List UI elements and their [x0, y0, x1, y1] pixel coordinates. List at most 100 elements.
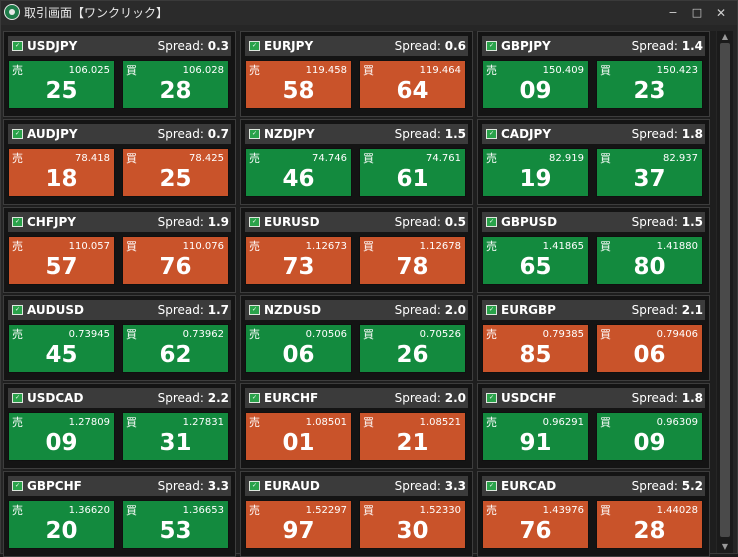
buy-price: 0.73962 [182, 329, 224, 340]
sell-label: 売 [486, 328, 497, 341]
buy-button[interactable]: 買 1.08521 21 [359, 412, 466, 461]
panel-header: ✓ USDCAD Spread: 2.2 [8, 388, 231, 408]
scroll-up-icon[interactable]: ▲ [721, 32, 729, 41]
chart-icon[interactable]: ✓ [486, 481, 497, 491]
sell-button[interactable]: 売 0.96291 91 [482, 412, 589, 461]
window-title: 取引画面【ワンクリック】 [24, 6, 169, 20]
buy-button[interactable]: 買 82.937 37 [596, 148, 703, 197]
spread-value: 2.0 [444, 303, 466, 317]
chart-icon[interactable]: ✓ [12, 41, 23, 51]
buy-label: 買 [600, 152, 611, 165]
buy-button[interactable]: 買 78.425 25 [122, 148, 229, 197]
vertical-scrollbar[interactable]: ▲ ▼ [717, 31, 733, 553]
sell-button[interactable]: 売 74.746 46 [245, 148, 352, 197]
sell-button[interactable]: 売 0.70506 06 [245, 324, 352, 373]
buy-button[interactable]: 買 0.70526 26 [359, 324, 466, 373]
sell-label: 売 [12, 152, 23, 165]
currency-pair-panel-eurcad: ✓ EURCAD Spread: 5.2 売 1.43976 76 買 1.44… [477, 471, 710, 557]
sell-button[interactable]: 売 78.418 18 [8, 148, 115, 197]
spread-value: 0.6 [444, 39, 466, 53]
buy-big-digits: 80 [633, 254, 666, 280]
spread-label: Spread: [157, 479, 204, 493]
chart-icon[interactable]: ✓ [12, 129, 23, 139]
minimize-icon[interactable]: − [668, 6, 678, 19]
sell-button[interactable]: 売 1.36620 20 [8, 500, 115, 549]
close-icon[interactable]: ✕ [715, 6, 727, 20]
buy-button[interactable]: 買 74.761 61 [359, 148, 466, 197]
title-bar[interactable]: 取引画面【ワンクリック】 − □ ✕ [1, 1, 737, 25]
buy-button[interactable]: 買 1.36653 53 [122, 500, 229, 549]
sell-button[interactable]: 売 1.27809 09 [8, 412, 115, 461]
buy-button[interactable]: 買 106.028 28 [122, 60, 229, 109]
chart-icon[interactable]: ✓ [12, 393, 23, 403]
sell-button[interactable]: 売 0.73945 45 [8, 324, 115, 373]
sell-big-digits: 06 [282, 342, 315, 368]
chart-icon[interactable]: ✓ [486, 41, 497, 51]
spread-display: Spread: 1.9 [158, 214, 229, 230]
buy-button[interactable]: 買 110.076 76 [122, 236, 229, 285]
buy-price: 0.70526 [419, 329, 461, 340]
chart-icon[interactable]: ✓ [249, 41, 260, 51]
scroll-down-icon[interactable]: ▼ [721, 542, 729, 551]
chart-icon[interactable]: ✓ [12, 481, 23, 491]
sell-button[interactable]: 売 0.79385 85 [482, 324, 589, 373]
chart-icon[interactable]: ✓ [12, 305, 23, 315]
sell-button[interactable]: 売 119.458 58 [245, 60, 352, 109]
panel-header: ✓ EURUSD Spread: 0.5 [245, 212, 468, 232]
chart-icon[interactable]: ✓ [486, 129, 497, 139]
currency-pair-panel-euraud: ✓ EURAUD Spread: 3.3 売 1.52297 97 買 1.52… [240, 471, 473, 557]
chart-icon[interactable]: ✓ [12, 217, 23, 227]
sell-button[interactable]: 売 110.057 57 [8, 236, 115, 285]
sell-button[interactable]: 売 106.025 25 [8, 60, 115, 109]
sell-button[interactable]: 売 1.41865 65 [482, 236, 589, 285]
spread-display: Spread: 1.8 [632, 126, 703, 142]
sell-button[interactable]: 売 1.43976 76 [482, 500, 589, 549]
sell-big-digits: 91 [519, 430, 552, 456]
sell-price: 1.52297 [305, 505, 347, 516]
buy-big-digits: 25 [159, 166, 192, 192]
pair-name: USDJPY [27, 39, 78, 53]
buy-button[interactable]: 買 1.27831 31 [122, 412, 229, 461]
chart-icon[interactable]: ✓ [486, 305, 497, 315]
sell-button[interactable]: 売 1.52297 97 [245, 500, 352, 549]
sell-label: 売 [486, 504, 497, 517]
scroll-thumb[interactable] [720, 43, 730, 537]
sell-button[interactable]: 売 150.409 09 [482, 60, 589, 109]
buy-label: 買 [600, 240, 611, 253]
pair-name: EURAUD [264, 479, 320, 493]
spread-display: Spread: 1.5 [395, 126, 466, 142]
sell-label: 売 [486, 64, 497, 77]
buy-button[interactable]: 買 150.423 23 [596, 60, 703, 109]
buy-button[interactable]: 買 0.79406 06 [596, 324, 703, 373]
currency-pair-panel-eurchf: ✓ EURCHF Spread: 2.0 売 1.08501 01 買 1.08… [240, 383, 473, 469]
sell-price: 1.12673 [305, 241, 347, 252]
chart-icon[interactable]: ✓ [249, 481, 260, 491]
buy-price: 1.08521 [419, 417, 461, 428]
sell-button[interactable]: 売 82.919 19 [482, 148, 589, 197]
buy-button[interactable]: 買 0.73962 62 [122, 324, 229, 373]
spread-label: Spread: [631, 391, 678, 405]
chart-icon[interactable]: ✓ [249, 393, 260, 403]
chart-icon[interactable]: ✓ [486, 393, 497, 403]
chart-icon[interactable]: ✓ [249, 129, 260, 139]
chart-icon[interactable]: ✓ [249, 305, 260, 315]
spread-value: 1.4 [681, 39, 703, 53]
buy-button[interactable]: 買 0.96309 09 [596, 412, 703, 461]
chart-icon[interactable]: ✓ [486, 217, 497, 227]
spread-value: 1.8 [681, 391, 703, 405]
sell-price: 78.418 [75, 153, 110, 164]
sell-price: 1.36620 [68, 505, 110, 516]
maximize-icon[interactable]: □ [691, 6, 703, 19]
buy-button[interactable]: 買 1.44028 28 [596, 500, 703, 549]
spread-display: Spread: 3.3 [395, 478, 466, 494]
buy-button[interactable]: 買 1.12678 78 [359, 236, 466, 285]
sell-label: 売 [12, 240, 23, 253]
buy-button[interactable]: 買 1.52330 30 [359, 500, 466, 549]
buy-button[interactable]: 買 1.41880 80 [596, 236, 703, 285]
buy-price: 1.44028 [656, 505, 698, 516]
sell-button[interactable]: 売 1.12673 73 [245, 236, 352, 285]
buy-button[interactable]: 買 119.464 64 [359, 60, 466, 109]
pair-name: NZDJPY [264, 127, 315, 141]
sell-button[interactable]: 売 1.08501 01 [245, 412, 352, 461]
chart-icon[interactable]: ✓ [249, 217, 260, 227]
